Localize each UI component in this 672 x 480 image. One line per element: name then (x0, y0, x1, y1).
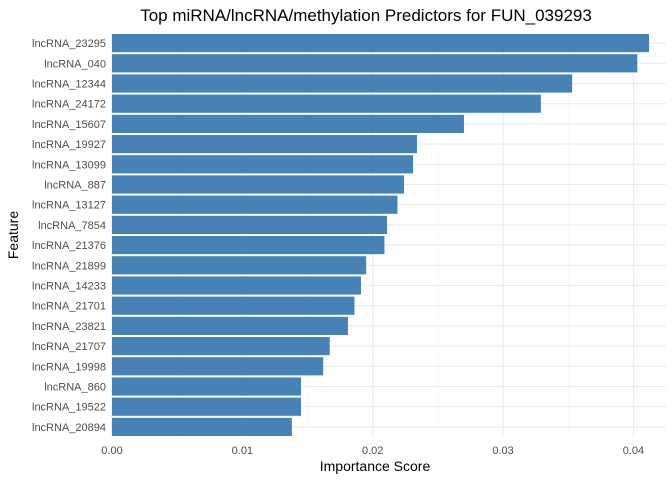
x-tick-label: 0.03 (492, 445, 513, 457)
y-tick-label: lncRNA_7854 (38, 220, 106, 232)
y-tick-label: lncRNA_21701 (32, 301, 106, 313)
bar (112, 215, 388, 234)
x-tick-label: 0.04 (623, 445, 644, 457)
bar (112, 256, 367, 275)
bar (112, 175, 404, 194)
y-tick-label: lncRNA_14233 (32, 281, 106, 293)
bar (112, 135, 418, 154)
y-tick-label: lncRNA_860 (44, 382, 106, 394)
grid (111, 33, 666, 437)
y-tick-label: lncRNA_23295 (32, 38, 106, 50)
bar (112, 74, 573, 93)
x-tick-labels: 0.00 0.01 0.02 0.03 0.04 (101, 445, 644, 457)
y-axis-title: Feature (5, 211, 21, 259)
chart-title: Top miRNA/lncRNA/methylation Predictors … (140, 6, 592, 25)
y-tick-label: lncRNA_19998 (32, 361, 106, 373)
y-tick-label: lncRNA_21376 (32, 240, 106, 252)
y-tick-label: lncRNA_15607 (32, 119, 106, 131)
y-tick-label: lncRNA_19927 (32, 139, 106, 151)
bar (112, 155, 414, 174)
y-tick-label: lncRNA_21899 (32, 260, 106, 272)
y-tick-labels: lncRNA_23295 lncRNA_040 lncRNA_12344 lncRNA… (32, 38, 106, 434)
y-tick-label: lncRNA_887 (44, 180, 106, 192)
y-tick-label: lncRNA_23821 (32, 321, 106, 333)
bars (112, 34, 650, 436)
bar (112, 236, 385, 255)
bar (112, 337, 330, 356)
bar (112, 94, 541, 113)
bar (112, 114, 464, 133)
bar (112, 296, 355, 315)
x-tick-label: 0.02 (362, 445, 383, 457)
x-axis-title: Importance Score (320, 458, 431, 474)
x-tick-label: 0.01 (232, 445, 253, 457)
bar (112, 316, 348, 335)
y-tick-label: lncRNA_24172 (32, 99, 106, 111)
bar (112, 34, 650, 53)
bar (112, 276, 361, 295)
bar (112, 54, 638, 73)
y-tick-label: lncRNA_13099 (32, 159, 106, 171)
bar (112, 377, 302, 396)
bar (112, 397, 302, 416)
y-tick-label: lncRNA_21707 (32, 341, 106, 353)
y-tick-label: lncRNA_13127 (32, 200, 106, 212)
bar (112, 417, 292, 436)
y-tick-label: lncRNA_19522 (32, 402, 106, 414)
y-tick-label: lncRNA_12344 (32, 79, 106, 91)
y-tick-label: lncRNA_040 (44, 58, 106, 70)
y-tick-label: lncRNA_20894 (32, 422, 106, 434)
bar (112, 357, 324, 376)
x-tick-label: 0.00 (101, 445, 122, 457)
bar (112, 195, 398, 214)
